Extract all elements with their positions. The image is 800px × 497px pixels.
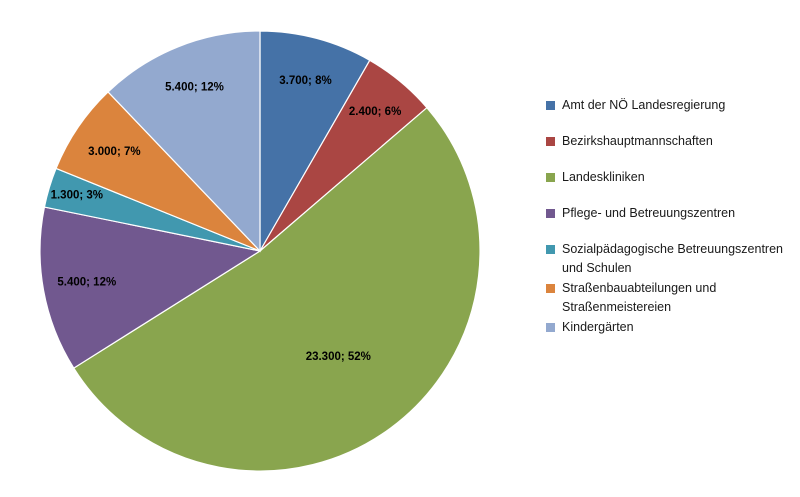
- data-label-7: 5.400; 12%: [165, 82, 224, 94]
- legend-item-1: Amt der NÖ Landesregierung: [546, 96, 796, 132]
- legend: Amt der NÖ Landesregierung Bezirkshauptma…: [546, 96, 796, 354]
- legend-swatch: [546, 209, 555, 218]
- data-label-2: 2.400; 6%: [349, 106, 401, 118]
- data-label-4: 5.400; 12%: [57, 277, 116, 289]
- legend-swatch: [546, 245, 555, 254]
- pie-slice-7: [107, 30, 261, 253]
- legend-item-2: Bezirkshauptmannschaften: [546, 132, 796, 168]
- data-label-3: 23.300; 52%: [306, 351, 371, 363]
- data-label-6: 3.000; 7%: [88, 146, 140, 158]
- legend-label: Pflege- und Betreuungszentren: [562, 206, 736, 220]
- legend-label: Straßenbauabteilungen und Straßenmeister…: [562, 281, 717, 314]
- pie-slices: [39, 30, 481, 472]
- data-label-5: 1.300; 3%: [51, 190, 103, 202]
- legend-item-6: Straßenbauabteilungen und Straßenmeister…: [546, 279, 796, 318]
- legend-item-3: Landeskliniken: [546, 168, 796, 204]
- legend-item-4: Pflege- und Betreuungszentren: [546, 204, 796, 240]
- pie-data-labels: 3.700; 8% 2.400; 6% 23.300; 52% 5.400; 12% 1…: [51, 75, 402, 363]
- legend-label: Bezirkshauptmannschaften: [562, 134, 713, 148]
- legend-label: Kindergärten: [562, 320, 634, 334]
- legend-swatch: [546, 137, 555, 146]
- legend-swatch: [546, 284, 555, 293]
- pie-slice-3: [72, 106, 481, 472]
- legend-swatch: [546, 173, 555, 182]
- legend-label: Sozialpädagogische Betreuungszentren und…: [562, 242, 783, 275]
- legend-swatch: [546, 101, 555, 110]
- pie-slice-1: [259, 30, 371, 254]
- legend-label: Amt der NÖ Landesregierung: [562, 98, 726, 112]
- data-label-1: 3.700; 8%: [279, 75, 331, 87]
- legend-item-5: Sozialpädagogische Betreuungszentren und…: [546, 240, 796, 279]
- legend-item-7: Kindergärten: [546, 318, 796, 354]
- legend-label: Landeskliniken: [562, 170, 645, 184]
- legend-swatch: [546, 323, 555, 332]
- pie-slice-4: [39, 206, 262, 369]
